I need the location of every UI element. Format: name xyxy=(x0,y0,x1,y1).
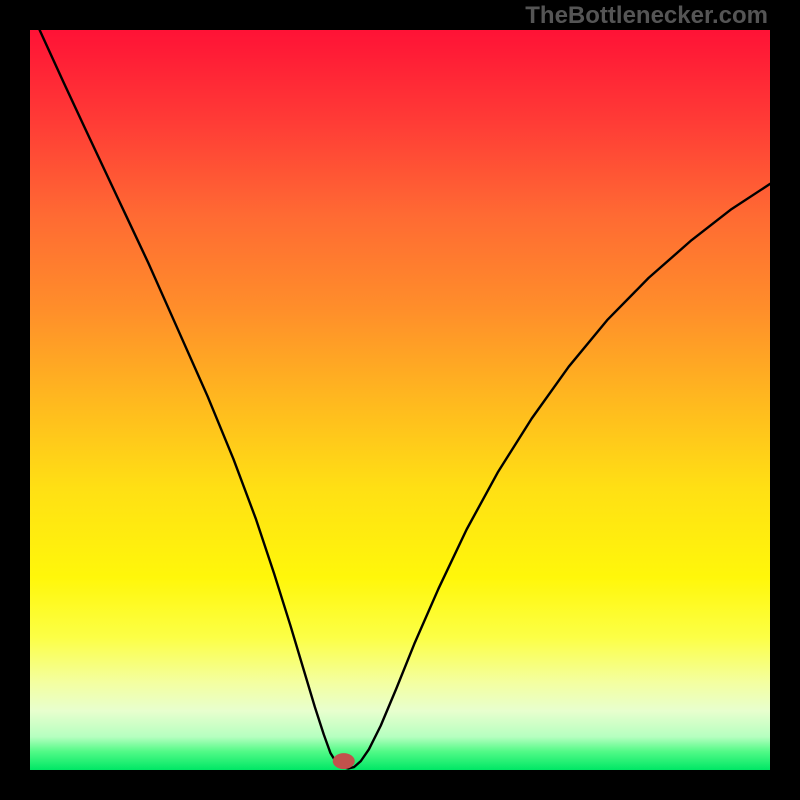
chart-container: TheBottlenecker.com xyxy=(0,0,800,800)
watermark-text: TheBottlenecker.com xyxy=(525,2,768,30)
gradient-background xyxy=(30,30,770,770)
minimum-marker xyxy=(333,753,355,769)
plot-area xyxy=(30,30,770,770)
